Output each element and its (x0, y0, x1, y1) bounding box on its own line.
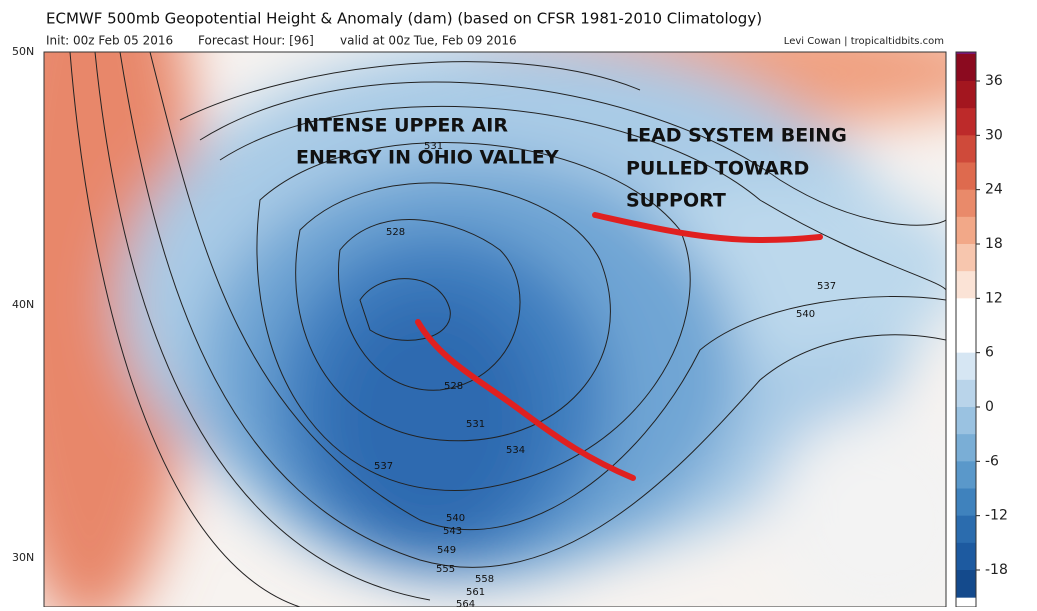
colorbar-tick-label: -12 (985, 508, 1008, 524)
colorbar-swatch (956, 461, 976, 489)
contours (69, 52, 946, 607)
colorbar: 36 30 24 18 12 6 0 -6 -12 -18 (955, 51, 1008, 608)
contour-label: 537 (817, 281, 836, 292)
contour-label: 564 (456, 599, 475, 607)
valid-time: valid at 00z Tue, Feb 09 2016 (340, 34, 517, 48)
colorbar-tick-label: 6 (985, 345, 994, 361)
colorbar-tick-label: -6 (985, 453, 999, 469)
colorbar-tick-label: 36 (985, 73, 1003, 89)
contour-label: 558 (475, 574, 494, 585)
colorbar-swatch (956, 53, 976, 82)
contour-label: 531 (424, 141, 443, 152)
lead-system-axis (592, 212, 823, 244)
colorbar-swatch (956, 570, 976, 598)
colorbar-swatch (956, 108, 976, 136)
colorbar-tick-label: 18 (985, 236, 1003, 252)
colorbar-swatch (956, 244, 976, 272)
lat-label: 30N (12, 551, 34, 564)
lat-label: 50N (12, 45, 34, 58)
colorbar-swatch (956, 189, 976, 218)
annotation: LEAD SYSTEM BEING (626, 125, 847, 147)
forecast-hour: Forecast Hour: [96] (198, 34, 314, 48)
colorbar-swatch (956, 488, 976, 517)
credit: Levi Cowan | tropicaltidbits.com (784, 36, 944, 47)
contour-label: 561 (466, 587, 485, 598)
contour-label: 528 (444, 381, 463, 392)
contour-label: 540 (446, 513, 465, 524)
colorbar-swatch (956, 81, 976, 109)
annotation: INTENSE UPPER AIR (296, 115, 508, 137)
colorbar-swatch (956, 271, 976, 299)
contour-label: 531 (466, 419, 485, 430)
colorbar-swatch (956, 379, 976, 408)
annotation: ENERGY IN OHIO VALLEY (296, 147, 559, 169)
annotation: PULLED TOWARD (626, 158, 809, 180)
colorbar-swatch (956, 298, 976, 326)
contour-label: 528 (386, 227, 405, 238)
annotation: SUPPORT (626, 190, 726, 212)
title: ECMWF 500mb Geopotential Height & Anomal… (46, 10, 762, 28)
contour-label: 534 (506, 445, 525, 456)
colorbar-swatch (956, 216, 976, 245)
map: INTENSE UPPER AIR ENERGY IN OHIO VALLEY … (44, 52, 946, 607)
colorbar-swatch (956, 352, 976, 381)
colorbar-swatch (956, 515, 976, 544)
init: Init: 00z Feb 05 2016 (46, 34, 173, 48)
lat-label: 40N (12, 298, 34, 311)
colorbar-tick-label: -18 (985, 562, 1008, 578)
colorbar-tick-label: 12 (985, 290, 1003, 306)
contour-label: 555 (436, 564, 455, 575)
anomaly-field (44, 52, 946, 607)
colorbar-tick-label: 0 (985, 399, 994, 415)
trough-axis (415, 319, 636, 481)
colorbar-swatch (956, 434, 976, 462)
colorbar-swatch (956, 162, 976, 191)
contour-label: 543 (443, 526, 462, 537)
colorbar-tick-label: 30 (985, 127, 1003, 143)
colorbar-swatch (956, 542, 976, 571)
contour-label: 549 (437, 545, 456, 556)
colorbar-swatch (956, 407, 976, 435)
contour-label: 537 (374, 461, 393, 472)
colorbar-swatch (956, 135, 976, 163)
colorbar-tick-label: 24 (985, 182, 1003, 198)
contour-label: 540 (796, 309, 815, 320)
colorbar-swatch (956, 325, 976, 354)
